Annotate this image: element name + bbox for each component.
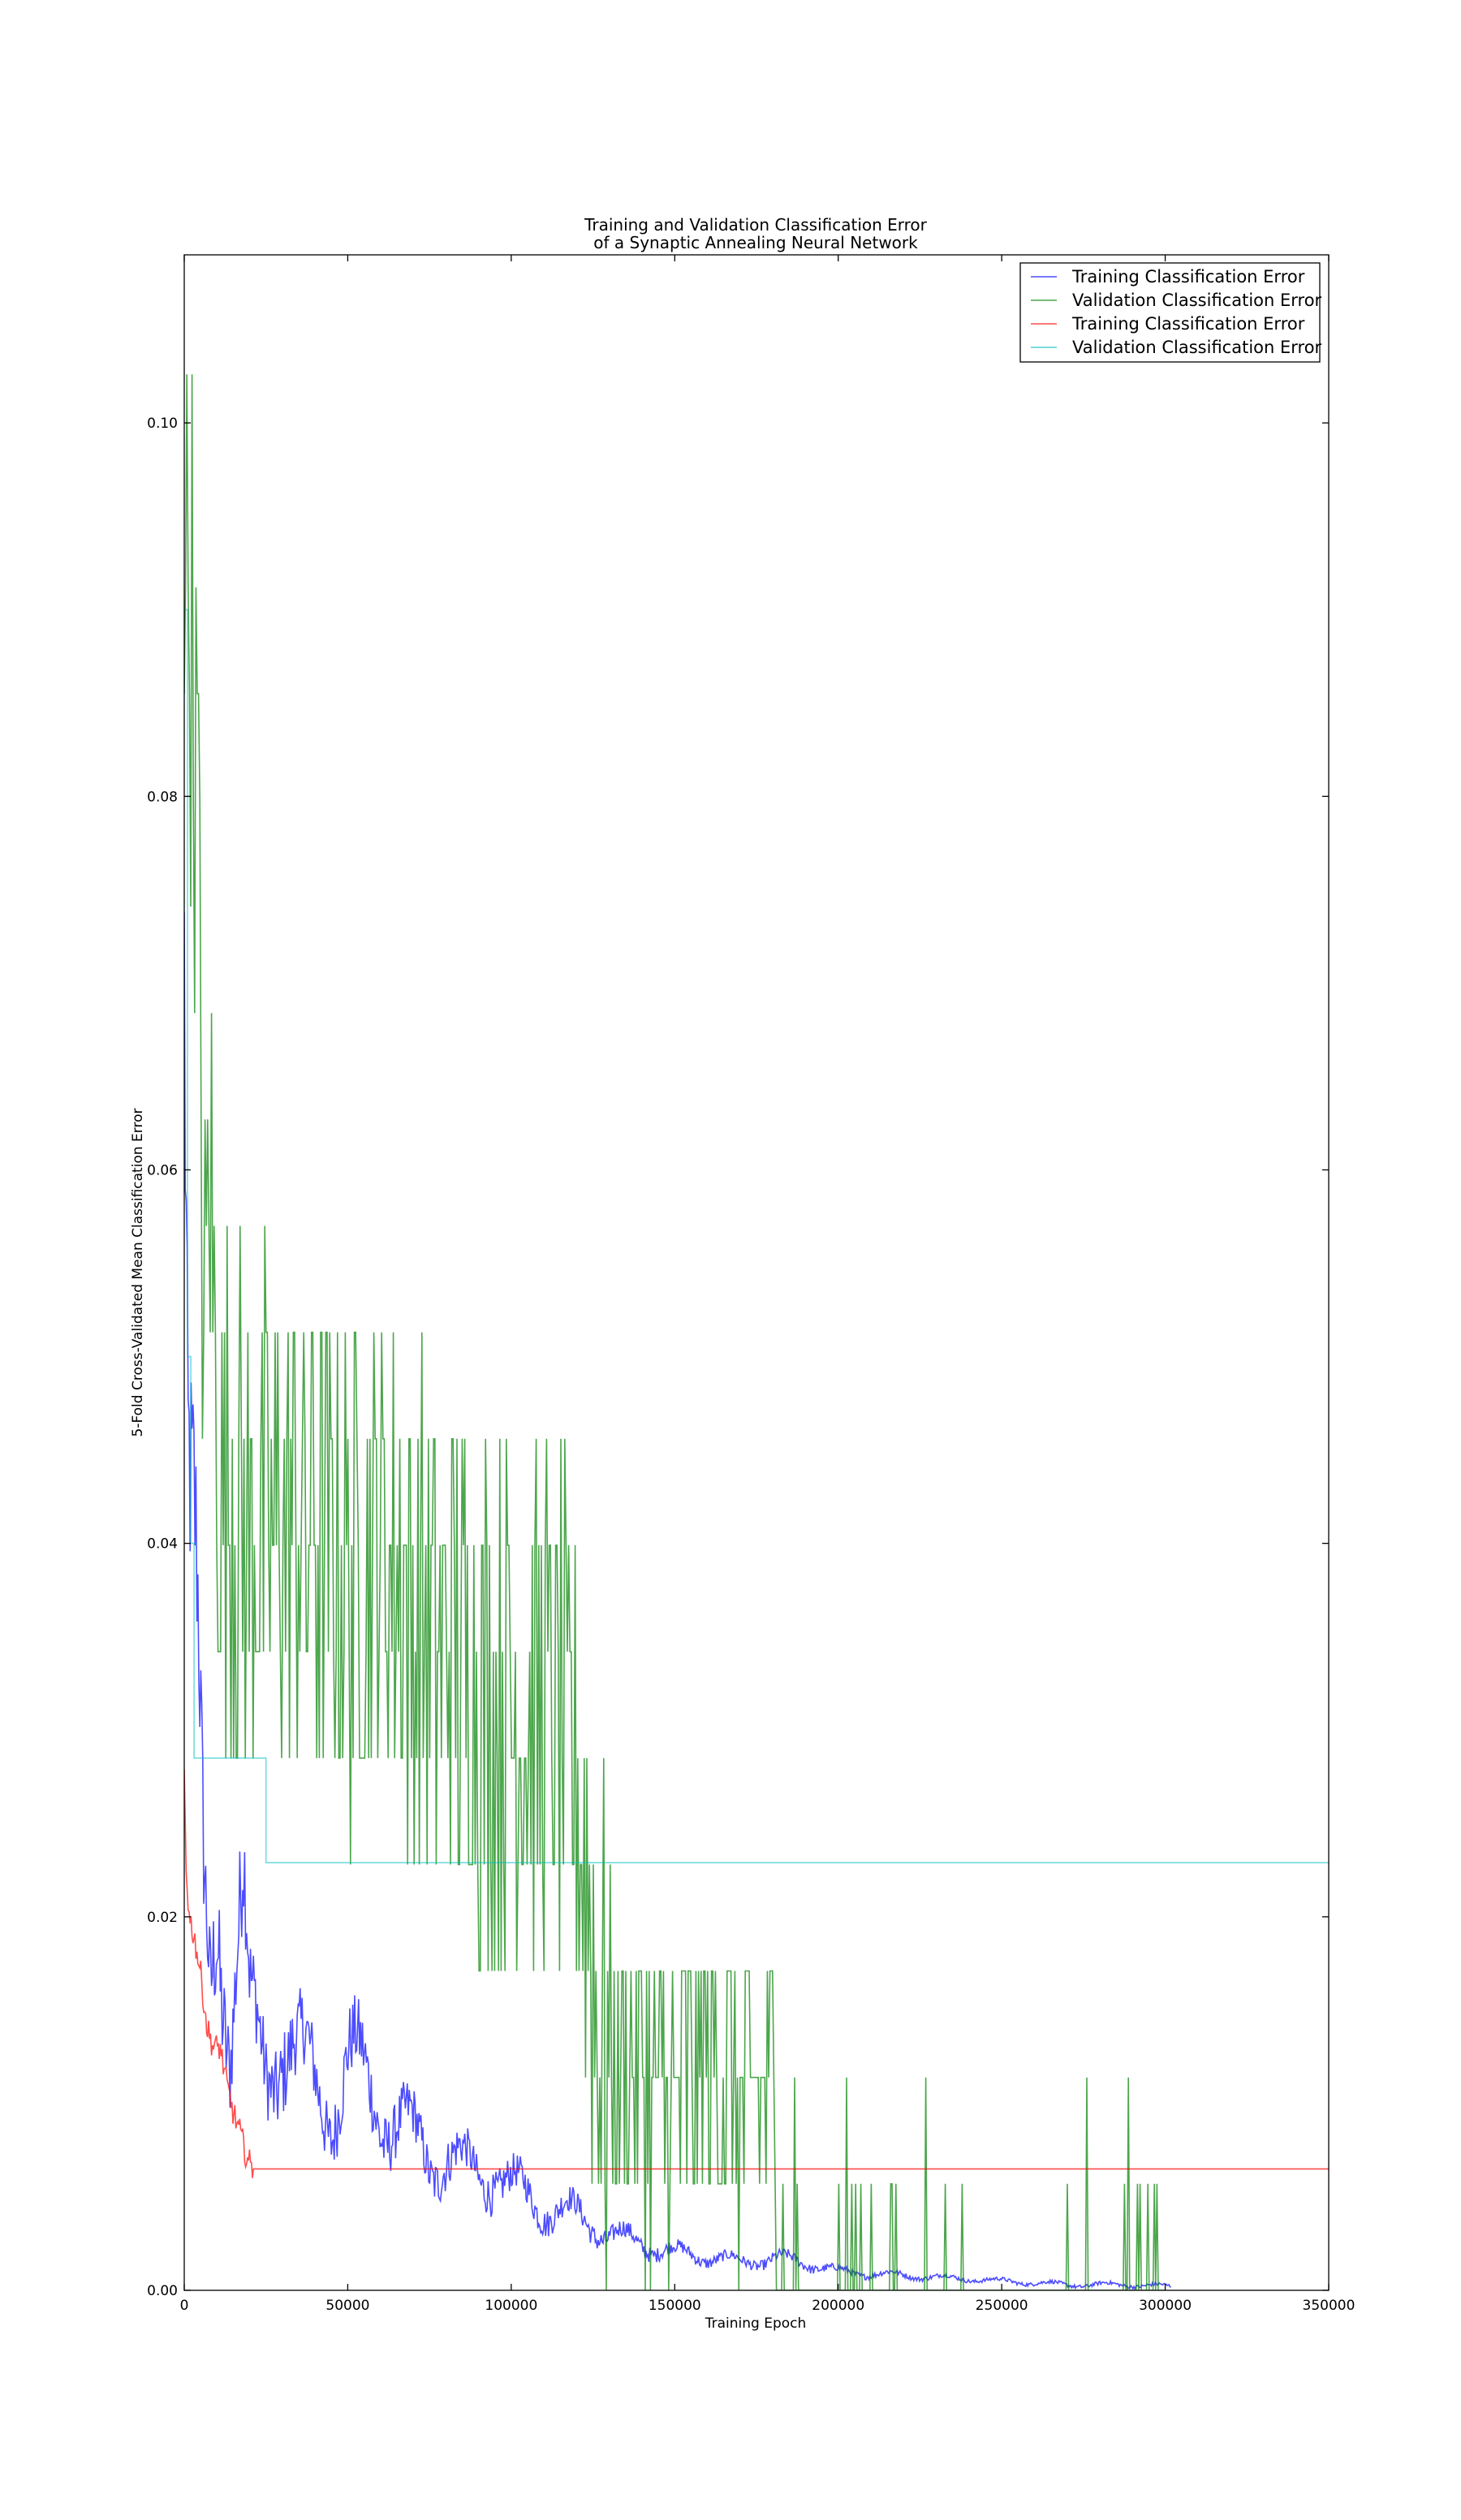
y-tick-label: 0.00 <box>147 2283 178 2299</box>
x-axis-label: Training Epoch <box>705 2315 807 2332</box>
chart-title: Training and Validation Classification E… <box>584 215 928 252</box>
y-axis: 0.00 0.02 0.04 0.06 0.08 0.10 <box>147 416 1329 2299</box>
chart-title-line-1: Training and Validation Classification E… <box>584 215 928 235</box>
x-tick-label: 350000 <box>1303 2298 1355 2314</box>
x-tick-label: 0 <box>180 2298 189 2314</box>
series-line-1 <box>184 911 1171 2290</box>
y-axis-label: 5-Fold Cross-Validated Mean Classificati… <box>130 1109 146 1437</box>
y-tick-label: 0.06 <box>147 1162 178 1178</box>
series-layer <box>184 374 1329 2290</box>
y-tick-label: 0.08 <box>147 789 178 805</box>
x-tick-label: 150000 <box>649 2298 701 2314</box>
legend-label: Training Classification Error <box>1071 267 1305 286</box>
y-tick-label: 0.02 <box>147 1910 178 1926</box>
plot-frame <box>183 254 1330 2291</box>
x-tick-label: 300000 <box>1139 2298 1192 2314</box>
x-axis: 0 50000 100000 150000 200000 250000 300000 3500… <box>180 255 1355 2314</box>
chart-title-line-2: of a Synaptic Annealing Neural Network <box>593 233 918 252</box>
series-line-4 <box>184 609 1329 1863</box>
legend-label: Validation Classification Error <box>1072 338 1322 357</box>
x-tick-label: 250000 <box>976 2298 1028 2314</box>
series-line-3 <box>184 1768 1329 2178</box>
x-tick-label: 200000 <box>812 2298 864 2314</box>
legend: Training Classification Error Validation … <box>1019 262 1322 363</box>
x-tick-label: 50000 <box>325 2298 369 2314</box>
legend-box <box>1019 262 1321 363</box>
legend-label: Validation Classification Error <box>1072 291 1322 310</box>
y-tick-label: 0.10 <box>147 416 178 432</box>
y-tick-label: 0.04 <box>147 1536 178 1553</box>
series-line-2 <box>184 374 1165 2290</box>
legend-label: Training Classification Error <box>1071 314 1305 334</box>
x-tick-label: 100000 <box>485 2298 537 2314</box>
